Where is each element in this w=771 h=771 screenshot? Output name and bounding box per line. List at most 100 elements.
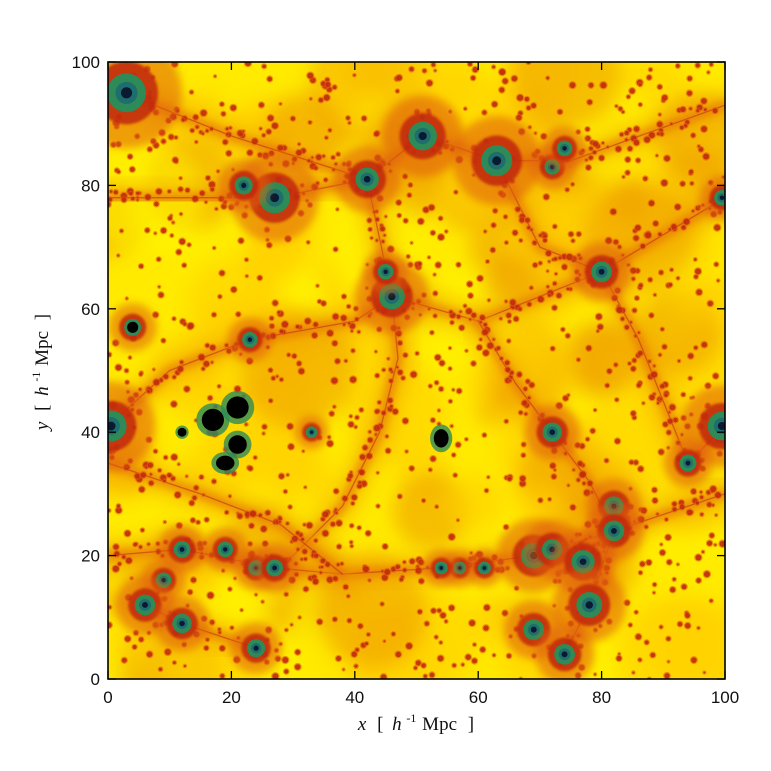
halo-speck <box>504 300 508 303</box>
halo-speck <box>428 468 432 472</box>
y-axis-ticks: 0 20 40 60 80 100 <box>72 53 725 689</box>
halo-speck <box>331 377 338 384</box>
halo-speck <box>437 608 442 613</box>
halo-core <box>610 527 617 534</box>
halo-speck <box>697 626 700 630</box>
halo-speck <box>317 619 323 625</box>
halo-speck <box>311 156 314 159</box>
halo-speck <box>171 454 178 461</box>
halo-speck <box>417 218 424 225</box>
halo-speck <box>546 76 550 80</box>
halo-speck <box>336 208 339 211</box>
halo-speck <box>601 141 605 145</box>
halo-speck <box>140 528 145 532</box>
halo-speck <box>477 275 483 282</box>
halo-speck <box>190 518 196 523</box>
halo-speck <box>385 435 389 438</box>
y-axis-unit: Mpc <box>32 331 53 366</box>
halo-speck <box>102 195 106 199</box>
halo-speck <box>662 421 668 427</box>
halo-speck <box>701 126 707 132</box>
halo-speck <box>689 107 692 110</box>
halo-speck <box>649 394 655 401</box>
halo-speck <box>618 653 621 655</box>
halo-core <box>108 421 116 431</box>
halo-speck <box>465 349 468 352</box>
halo-speck <box>415 567 422 574</box>
halo-speck <box>659 549 666 556</box>
halo-speck <box>380 602 384 606</box>
halo-speck <box>557 109 563 115</box>
halo-speck <box>517 372 522 377</box>
halo-speck <box>325 562 330 567</box>
halo-speck <box>344 359 348 363</box>
halo-speck <box>298 143 301 146</box>
halo-speck <box>350 329 353 333</box>
halo-speck <box>406 255 410 258</box>
halo-speck <box>228 495 232 498</box>
halo-speck <box>532 240 537 245</box>
halo-speck <box>347 618 352 623</box>
filament-line <box>108 462 344 575</box>
halo-speck <box>585 437 590 441</box>
halo-speck <box>538 261 542 265</box>
y-tick-label: 80 <box>81 176 100 195</box>
halo-speck <box>614 438 621 444</box>
halo-speck <box>538 498 543 503</box>
halo-speck <box>251 138 258 145</box>
halo-speck <box>116 504 121 508</box>
halo-speck <box>136 191 140 195</box>
halo-speck <box>431 62 436 67</box>
halo-speck <box>153 449 158 454</box>
halo-speck <box>374 131 379 137</box>
halo-speck <box>319 571 322 574</box>
halo-speck <box>568 231 574 237</box>
void-patch <box>226 396 249 419</box>
halo-speck <box>421 663 426 668</box>
halo-speck <box>311 332 318 339</box>
halo-speck <box>605 237 612 244</box>
halo-speck <box>336 544 342 549</box>
halo-speck <box>189 500 195 506</box>
halo-speck <box>585 127 590 132</box>
halo-speck <box>259 127 262 130</box>
halo-speck <box>648 132 655 139</box>
halo-speck <box>587 480 593 486</box>
y-tick-label: 0 <box>91 670 100 689</box>
halo-speck <box>415 660 421 666</box>
halo-speck <box>219 102 224 107</box>
halo-speck <box>695 63 700 68</box>
halo-speck <box>129 191 133 196</box>
halo-speck <box>728 100 733 105</box>
halo-speck <box>681 392 686 397</box>
halo-speck <box>661 179 668 186</box>
halo-speck <box>424 621 429 626</box>
halo-speck <box>638 283 643 288</box>
halo-speck <box>675 64 680 68</box>
halo-speck <box>365 642 369 646</box>
x-axis-label: x [ h -1 Mpc ] <box>357 706 474 735</box>
halo-speck <box>167 473 172 478</box>
halo-speck <box>435 505 439 509</box>
halo-speck <box>139 264 144 269</box>
halo-speck <box>456 262 461 267</box>
halo-speck <box>409 466 415 471</box>
halo-speck <box>266 242 272 248</box>
halo-speck <box>624 325 629 330</box>
halo-speck <box>524 412 528 416</box>
halo-speck <box>226 133 229 136</box>
halo-speck <box>669 404 676 411</box>
halo-speck <box>545 250 552 256</box>
halo-speck <box>694 274 698 279</box>
halo-speck <box>703 153 710 160</box>
y-tick-label: 20 <box>81 547 100 566</box>
halo-speck <box>434 69 437 72</box>
halo-speck <box>269 323 275 329</box>
halo-speck <box>516 115 522 121</box>
halo-speck <box>635 634 642 640</box>
halo-speck <box>463 304 467 308</box>
halo-speck <box>381 410 386 415</box>
halo-speck <box>587 99 593 105</box>
halo-speck <box>567 394 570 397</box>
halo-speck <box>688 353 694 359</box>
